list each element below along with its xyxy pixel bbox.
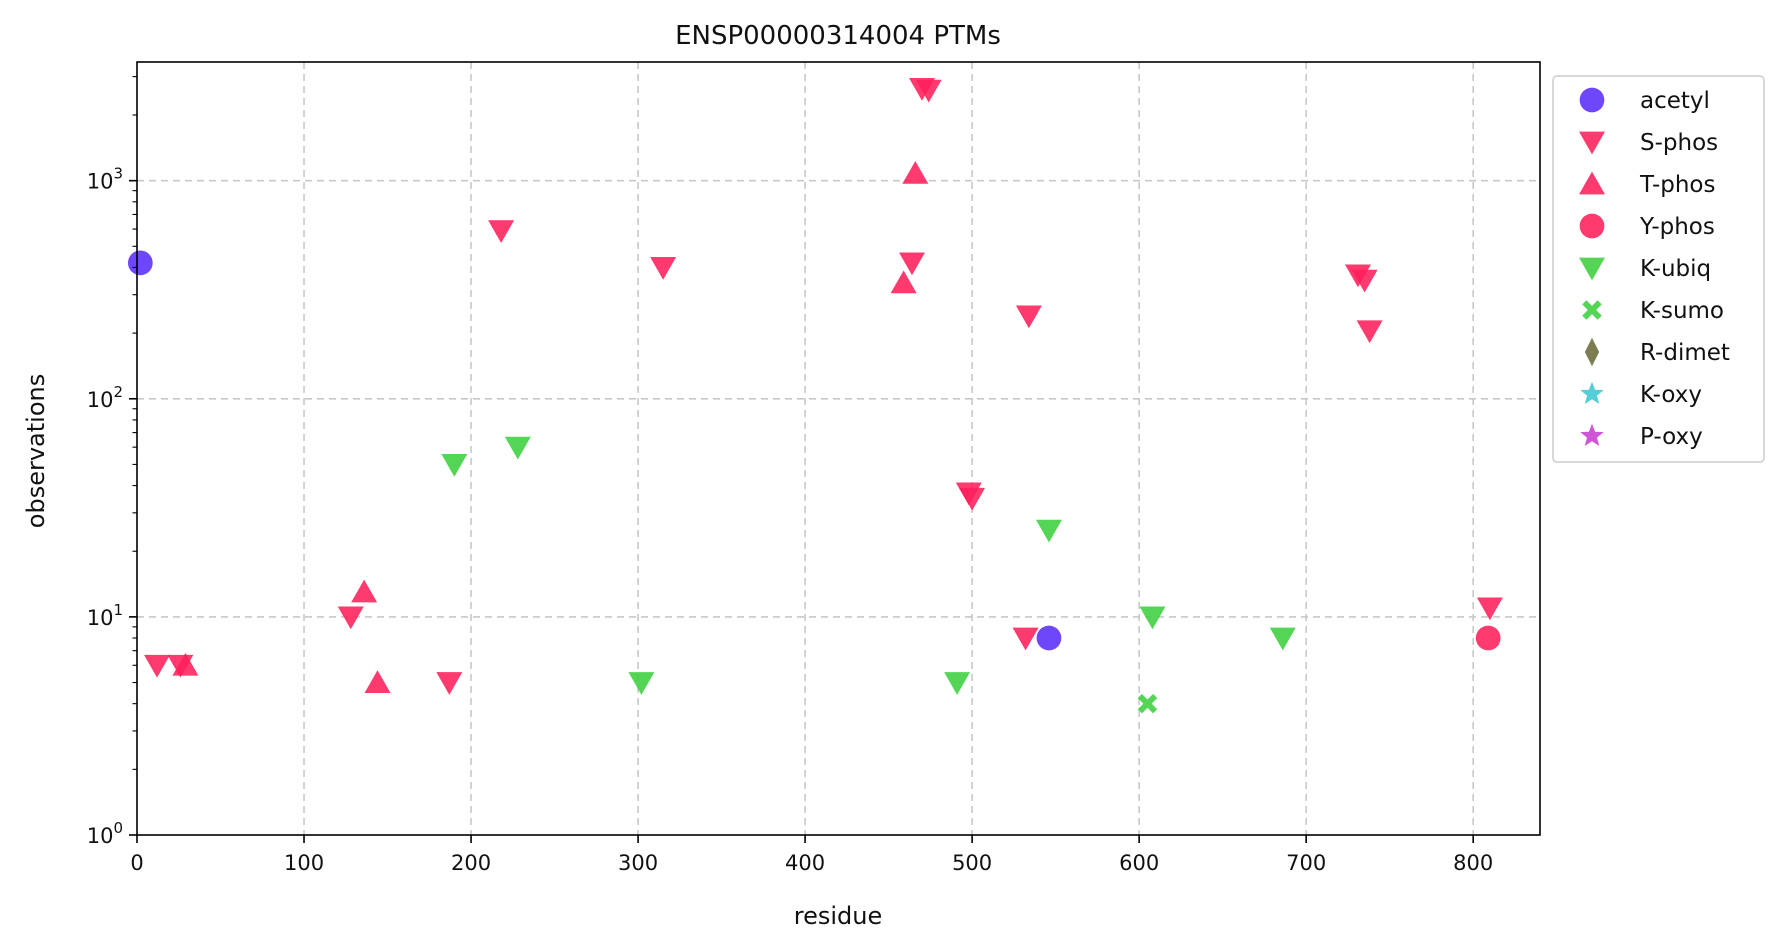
point-k-ubiq xyxy=(504,436,531,460)
legend-label: Y-phos xyxy=(1639,214,1715,240)
legend-label: K-ubiq xyxy=(1640,256,1711,282)
y-tick-base: 10 xyxy=(87,824,114,848)
y-axis-label: observations xyxy=(22,374,50,528)
point-k-ubiq xyxy=(1139,606,1166,630)
x-tick-label: 0 xyxy=(130,851,143,875)
y-tick-label: 102 xyxy=(87,383,123,412)
point-k-ubiq xyxy=(441,454,468,477)
point-s-phos xyxy=(488,220,515,243)
point-t-phos xyxy=(364,670,391,693)
point-t-phos xyxy=(172,652,199,676)
y-tick-label: 100 xyxy=(87,819,123,848)
point-t-phos xyxy=(890,270,917,294)
point-k-ubiq xyxy=(944,672,971,695)
point-s-phos xyxy=(1351,269,1378,293)
x-axis-ticks: 0 100 200 300 400 500 600 700 800 xyxy=(130,835,1493,875)
point-s-phos xyxy=(337,606,364,630)
x-tick-label: 500 xyxy=(952,851,992,875)
legend-entry-y-phos: Y-phos xyxy=(1579,213,1715,240)
legend-label: S-phos xyxy=(1640,130,1718,156)
x-tick-label: 300 xyxy=(618,851,658,875)
y-tick-label: 101 xyxy=(87,601,123,630)
legend-label: K-sumo xyxy=(1640,298,1724,324)
data-points xyxy=(127,77,1503,714)
x-tick-label: 600 xyxy=(1119,851,1159,875)
x-axis-label: residue xyxy=(794,902,883,930)
point-s-phos xyxy=(959,487,986,511)
point-s-phos xyxy=(1476,597,1503,621)
legend-entries: acetyl S-phos T-phos Y-phos K-ubiq K-sumo R-di… xyxy=(1579,87,1730,450)
y-tick-base: 10 xyxy=(87,388,114,412)
point-s-phos xyxy=(436,672,463,695)
legend-marker-k-oxy xyxy=(1580,381,1604,404)
legend-label: acetyl xyxy=(1640,88,1710,114)
x-tick-label: 200 xyxy=(451,851,491,875)
legend-label: K-oxy xyxy=(1640,382,1702,408)
y-tick-base: 10 xyxy=(87,606,114,630)
legend-entry-t-phos: T-phos xyxy=(1579,171,1715,198)
legend-marker-s-phos xyxy=(1579,131,1605,155)
point-k-ubiq xyxy=(1269,627,1296,651)
legend-marker-r-dimet xyxy=(1584,337,1600,367)
legend-marker-k-ubiq xyxy=(1579,257,1605,281)
legend-label: P-oxy xyxy=(1640,424,1703,450)
x-tick-label: 400 xyxy=(785,851,825,875)
point-s-phos xyxy=(915,79,942,103)
x-tick-label: 700 xyxy=(1286,851,1326,875)
point-s-phos xyxy=(650,257,677,280)
y-tick-exponent: 0 xyxy=(113,819,123,837)
y-tick-exponent: 3 xyxy=(113,165,123,183)
legend-entry-s-phos: S-phos xyxy=(1579,130,1718,156)
legend-entry-k-sumo: K-sumo xyxy=(1582,298,1724,324)
legend-marker-acetyl xyxy=(1579,87,1605,113)
point-s-phos xyxy=(1356,320,1383,344)
point-t-phos xyxy=(902,161,929,184)
y-tick-exponent: 2 xyxy=(113,383,123,401)
legend-label: R-dimet xyxy=(1640,340,1730,366)
legend-box xyxy=(1552,75,1765,463)
legend-marker-p-oxy xyxy=(1580,423,1604,446)
legend-entry-acetyl: acetyl xyxy=(1579,87,1710,114)
legend-label: T-phos xyxy=(1639,172,1715,198)
chart-title: ENSP00000314004 PTMs xyxy=(675,21,1001,51)
point-s-phos xyxy=(1012,627,1039,651)
point-acetyl xyxy=(127,250,153,276)
y-tick-exponent: 1 xyxy=(113,601,123,619)
point-s-phos xyxy=(898,252,925,276)
legend-entry-k-ubiq: K-ubiq xyxy=(1579,256,1711,282)
point-s-phos xyxy=(144,654,171,678)
y-tick-base: 10 xyxy=(87,170,114,194)
plot-area-frame xyxy=(136,61,1541,836)
legend-marker-y-phos xyxy=(1579,213,1605,239)
legend-marker-k-sumo xyxy=(1582,300,1602,320)
legend: acetyl S-phos T-phos Y-phos K-ubiq K-sumo R-di… xyxy=(1552,75,1765,463)
legend-entry-r-dimet: R-dimet xyxy=(1584,337,1730,367)
point-k-ubiq xyxy=(1035,519,1062,543)
point-acetyl xyxy=(1036,625,1062,651)
legend-entry-p-oxy: P-oxy xyxy=(1580,423,1703,450)
point-t-phos xyxy=(351,579,378,603)
point-y-phos xyxy=(1475,625,1501,651)
x-tick-label: 100 xyxy=(284,851,324,875)
point-k-sumo xyxy=(1137,693,1158,714)
point-s-phos xyxy=(1015,305,1042,329)
legend-marker-t-phos xyxy=(1579,171,1605,195)
grid-lines xyxy=(137,62,1540,835)
x-tick-label: 800 xyxy=(1453,851,1493,875)
y-tick-label: 103 xyxy=(87,165,123,194)
point-k-ubiq xyxy=(628,672,655,695)
legend-entry-k-oxy: K-oxy xyxy=(1580,381,1702,408)
